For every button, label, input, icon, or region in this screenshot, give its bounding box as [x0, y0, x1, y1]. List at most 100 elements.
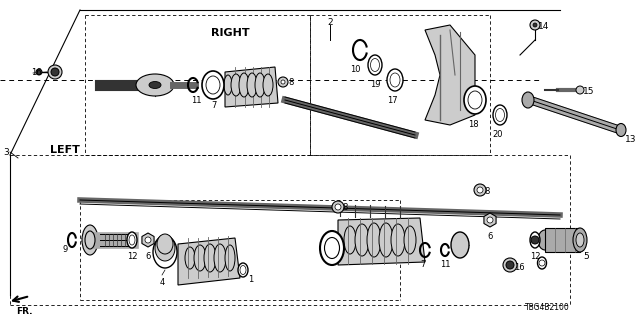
Polygon shape	[142, 233, 154, 247]
Text: 3: 3	[3, 148, 9, 157]
Circle shape	[51, 68, 59, 76]
Text: 8: 8	[288, 78, 293, 87]
Text: 15: 15	[583, 87, 595, 96]
Ellipse shape	[379, 223, 393, 257]
Text: LEFT: LEFT	[50, 145, 80, 155]
Ellipse shape	[206, 76, 220, 94]
Ellipse shape	[157, 234, 173, 254]
Ellipse shape	[468, 91, 482, 109]
Ellipse shape	[522, 92, 534, 108]
Ellipse shape	[538, 257, 547, 269]
Text: 16: 16	[31, 68, 42, 77]
Polygon shape	[338, 218, 425, 265]
Circle shape	[36, 69, 42, 75]
Text: 7: 7	[420, 260, 426, 269]
Polygon shape	[545, 228, 580, 252]
Ellipse shape	[149, 82, 161, 89]
Circle shape	[531, 236, 539, 244]
Ellipse shape	[391, 224, 405, 256]
Ellipse shape	[136, 74, 174, 96]
Ellipse shape	[202, 71, 224, 99]
Ellipse shape	[224, 75, 232, 95]
Circle shape	[48, 65, 62, 79]
Ellipse shape	[324, 237, 339, 259]
Text: 11: 11	[440, 260, 451, 269]
Ellipse shape	[155, 235, 175, 261]
Text: 18: 18	[468, 120, 478, 129]
Text: 14: 14	[538, 22, 549, 31]
Polygon shape	[484, 213, 496, 227]
Ellipse shape	[573, 228, 587, 252]
Text: 11: 11	[191, 96, 202, 105]
Ellipse shape	[387, 69, 403, 91]
Text: TBG4B2100: TBG4B2100	[525, 303, 570, 312]
Text: 7: 7	[211, 101, 217, 110]
Ellipse shape	[247, 73, 257, 97]
Ellipse shape	[320, 231, 344, 265]
Ellipse shape	[493, 105, 507, 125]
Text: 19: 19	[370, 80, 381, 89]
Text: RIGHT: RIGHT	[211, 28, 250, 38]
Text: 13: 13	[625, 135, 637, 144]
Circle shape	[474, 184, 486, 196]
Ellipse shape	[538, 230, 552, 250]
Circle shape	[503, 258, 517, 272]
Circle shape	[576, 86, 584, 94]
Ellipse shape	[368, 55, 382, 75]
Ellipse shape	[263, 74, 273, 96]
Ellipse shape	[451, 232, 469, 258]
Text: 20: 20	[493, 130, 503, 139]
Text: 9: 9	[62, 245, 67, 254]
Text: 6: 6	[487, 232, 493, 241]
Ellipse shape	[530, 232, 540, 248]
Ellipse shape	[344, 226, 356, 254]
Text: 4: 4	[160, 278, 165, 287]
Text: 17: 17	[387, 96, 397, 105]
Ellipse shape	[367, 223, 381, 257]
Text: 5: 5	[583, 252, 589, 261]
Ellipse shape	[214, 244, 226, 272]
Polygon shape	[425, 25, 475, 125]
Circle shape	[539, 260, 545, 266]
Ellipse shape	[153, 236, 177, 268]
Ellipse shape	[185, 247, 195, 269]
Ellipse shape	[231, 74, 241, 96]
Text: 8: 8	[484, 187, 490, 196]
Text: 12: 12	[127, 252, 138, 261]
Text: 6: 6	[145, 252, 150, 261]
Ellipse shape	[255, 73, 265, 97]
Circle shape	[530, 20, 540, 30]
Ellipse shape	[464, 86, 486, 114]
Circle shape	[533, 23, 537, 27]
Ellipse shape	[129, 235, 135, 245]
Circle shape	[506, 261, 514, 269]
Circle shape	[145, 237, 151, 243]
Text: FR.: FR.	[16, 307, 33, 316]
Ellipse shape	[390, 73, 400, 87]
Ellipse shape	[238, 263, 248, 277]
Ellipse shape	[355, 224, 369, 256]
Ellipse shape	[495, 108, 504, 122]
Ellipse shape	[82, 225, 98, 255]
Text: 1: 1	[248, 275, 253, 284]
Ellipse shape	[225, 245, 235, 271]
Ellipse shape	[194, 245, 206, 271]
Text: 12: 12	[530, 252, 541, 261]
Ellipse shape	[204, 244, 216, 272]
Ellipse shape	[85, 231, 95, 249]
Text: 8: 8	[342, 203, 348, 212]
Ellipse shape	[239, 73, 249, 97]
Text: 2: 2	[327, 18, 333, 27]
Text: 10: 10	[350, 65, 360, 74]
Text: 16: 16	[514, 263, 525, 272]
Circle shape	[281, 80, 285, 84]
Ellipse shape	[404, 226, 416, 254]
Circle shape	[487, 217, 493, 223]
Polygon shape	[225, 67, 278, 107]
Ellipse shape	[616, 124, 626, 137]
Polygon shape	[178, 238, 240, 285]
Circle shape	[332, 201, 344, 213]
Ellipse shape	[127, 232, 137, 248]
Circle shape	[477, 187, 483, 193]
Ellipse shape	[240, 266, 246, 275]
